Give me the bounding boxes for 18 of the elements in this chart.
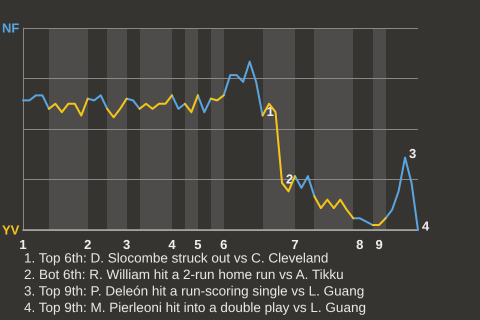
x-tick-label: 9 [376, 237, 383, 252]
text: 2. Bot 6th: R. William hit a 2-run home run vs A. Tikku [24, 267, 344, 282]
x-tick-label: 3 [122, 237, 130, 252]
x-tick-label: 5 [194, 237, 202, 252]
x-tick-label: 1 [19, 237, 27, 252]
text: 1. Top 6th: D. Slocombe struck out vs C. Cleveland [24, 250, 328, 266]
x-tick-label: 2 [84, 237, 92, 252]
text: NF [2, 20, 20, 36]
text: 3. Top 9th: P. Deleón hit a run-scoring single vs L. Guang [24, 284, 364, 298]
x-tick-label: 8 [356, 237, 364, 252]
x-tick-label: 4 [168, 237, 176, 252]
text: YV [2, 222, 20, 238]
text: 4. Top 9th: M. Pierleoni hit into a double play vs L. Guang [24, 300, 366, 315]
annotation: 1 [266, 104, 274, 120]
annotation: 3 [409, 146, 416, 162]
text: 4 [422, 218, 430, 234]
x-tick-label: 6 [220, 237, 228, 252]
x-tick-label: 7 [291, 237, 299, 252]
